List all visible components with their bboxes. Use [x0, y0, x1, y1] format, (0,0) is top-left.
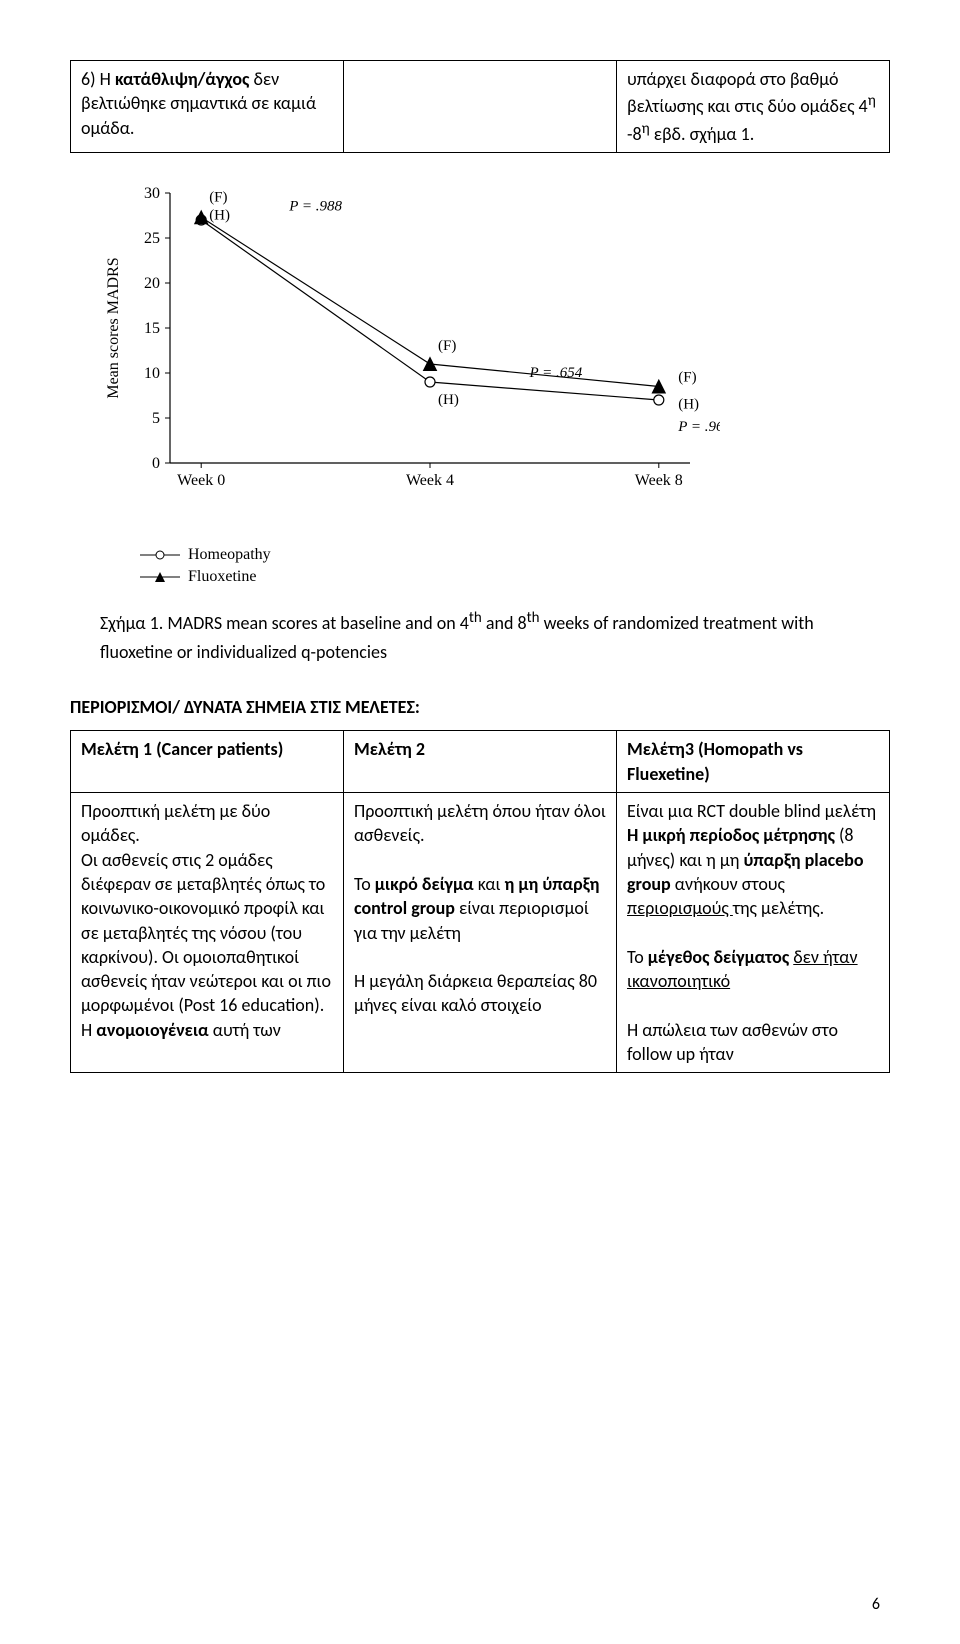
svg-text:P = .988: P = .988: [288, 198, 342, 214]
svg-text:25: 25: [144, 230, 160, 247]
top-cell-left: 6) Η κατάθλιψη/άγχος δεν βελτιώθηκε σημα…: [71, 61, 344, 153]
study1-head: Μελέτη 1 (Cancer patients): [71, 731, 344, 793]
chart-legend: HomeopathyFluoxetine: [140, 546, 720, 586]
svg-text:15: 15: [144, 320, 160, 337]
svg-text:(F): (F): [438, 338, 456, 354]
section-title: ΠΕΡΙΟΡΙΣΜΟΙ/ ΔΥΝΑΤΑ ΣΗΜΕΙΑ ΣΤΙΣ ΜΕΛΕΤΕΣ:: [70, 696, 890, 718]
caption-rest: MADRS mean scores at baseline and on 4th…: [100, 612, 814, 663]
svg-text:(H): (H): [678, 396, 699, 412]
svg-text:(H): (H): [209, 207, 230, 223]
figure-caption: Σχήμα 1. MADRS mean scores at baseline a…: [100, 606, 890, 667]
chart-svg: 0 5 10 15 20 25 30 Mean scores MADRS Week 0 Week …: [100, 183, 720, 523]
studies-table: Μελέτη 1 (Cancer patients) Μελέτη 2 Μελέ…: [70, 730, 890, 1073]
svg-text:0: 0: [152, 455, 160, 472]
svg-text:(F): (F): [209, 189, 227, 205]
study3-body: Είναι μια RCT double blind μελέτηΗ μικρή…: [617, 793, 890, 1073]
svg-text:Week 0: Week 0: [177, 472, 225, 489]
svg-text:Week 8: Week 8: [635, 472, 683, 489]
top-note-table: 6) Η κατάθλιψη/άγχος δεν βελτιώθηκε σημα…: [70, 60, 890, 153]
svg-text:Mean scores MADRS: Mean scores MADRS: [105, 257, 122, 398]
study1-body: Προοπτική μελέτη με δύο ομάδες.Οι ασθενε…: [71, 793, 344, 1073]
caption-prefix: Σχήμα 1.: [100, 612, 167, 634]
svg-text:P = .654: P = .654: [529, 365, 583, 381]
top-cell-right: υπάρχει διαφορά στο βαθμό βελτίωσης και …: [617, 61, 890, 153]
svg-text:20: 20: [144, 275, 160, 292]
svg-text:30: 30: [144, 185, 160, 202]
svg-text:Week 4: Week 4: [406, 472, 454, 489]
svg-text:5: 5: [152, 410, 160, 427]
study2-body: Προοπτική μελέτη όπου ήταν όλοι ασθενείς…: [344, 793, 617, 1073]
study3-head: Μελέτη3 (Homopath vs Fluexetine): [617, 731, 890, 793]
study2-head: Μελέτη 2: [344, 731, 617, 793]
svg-text:(H): (H): [438, 392, 459, 408]
top-cell-middle: [344, 61, 617, 153]
madrs-chart: 0 5 10 15 20 25 30 Mean scores MADRS Week 0 Week …: [100, 183, 720, 586]
page-number: 6: [872, 1595, 880, 1614]
svg-text:(F): (F): [678, 369, 696, 385]
svg-text:10: 10: [144, 365, 160, 382]
svg-text:P = .965: P = .965: [677, 419, 720, 435]
